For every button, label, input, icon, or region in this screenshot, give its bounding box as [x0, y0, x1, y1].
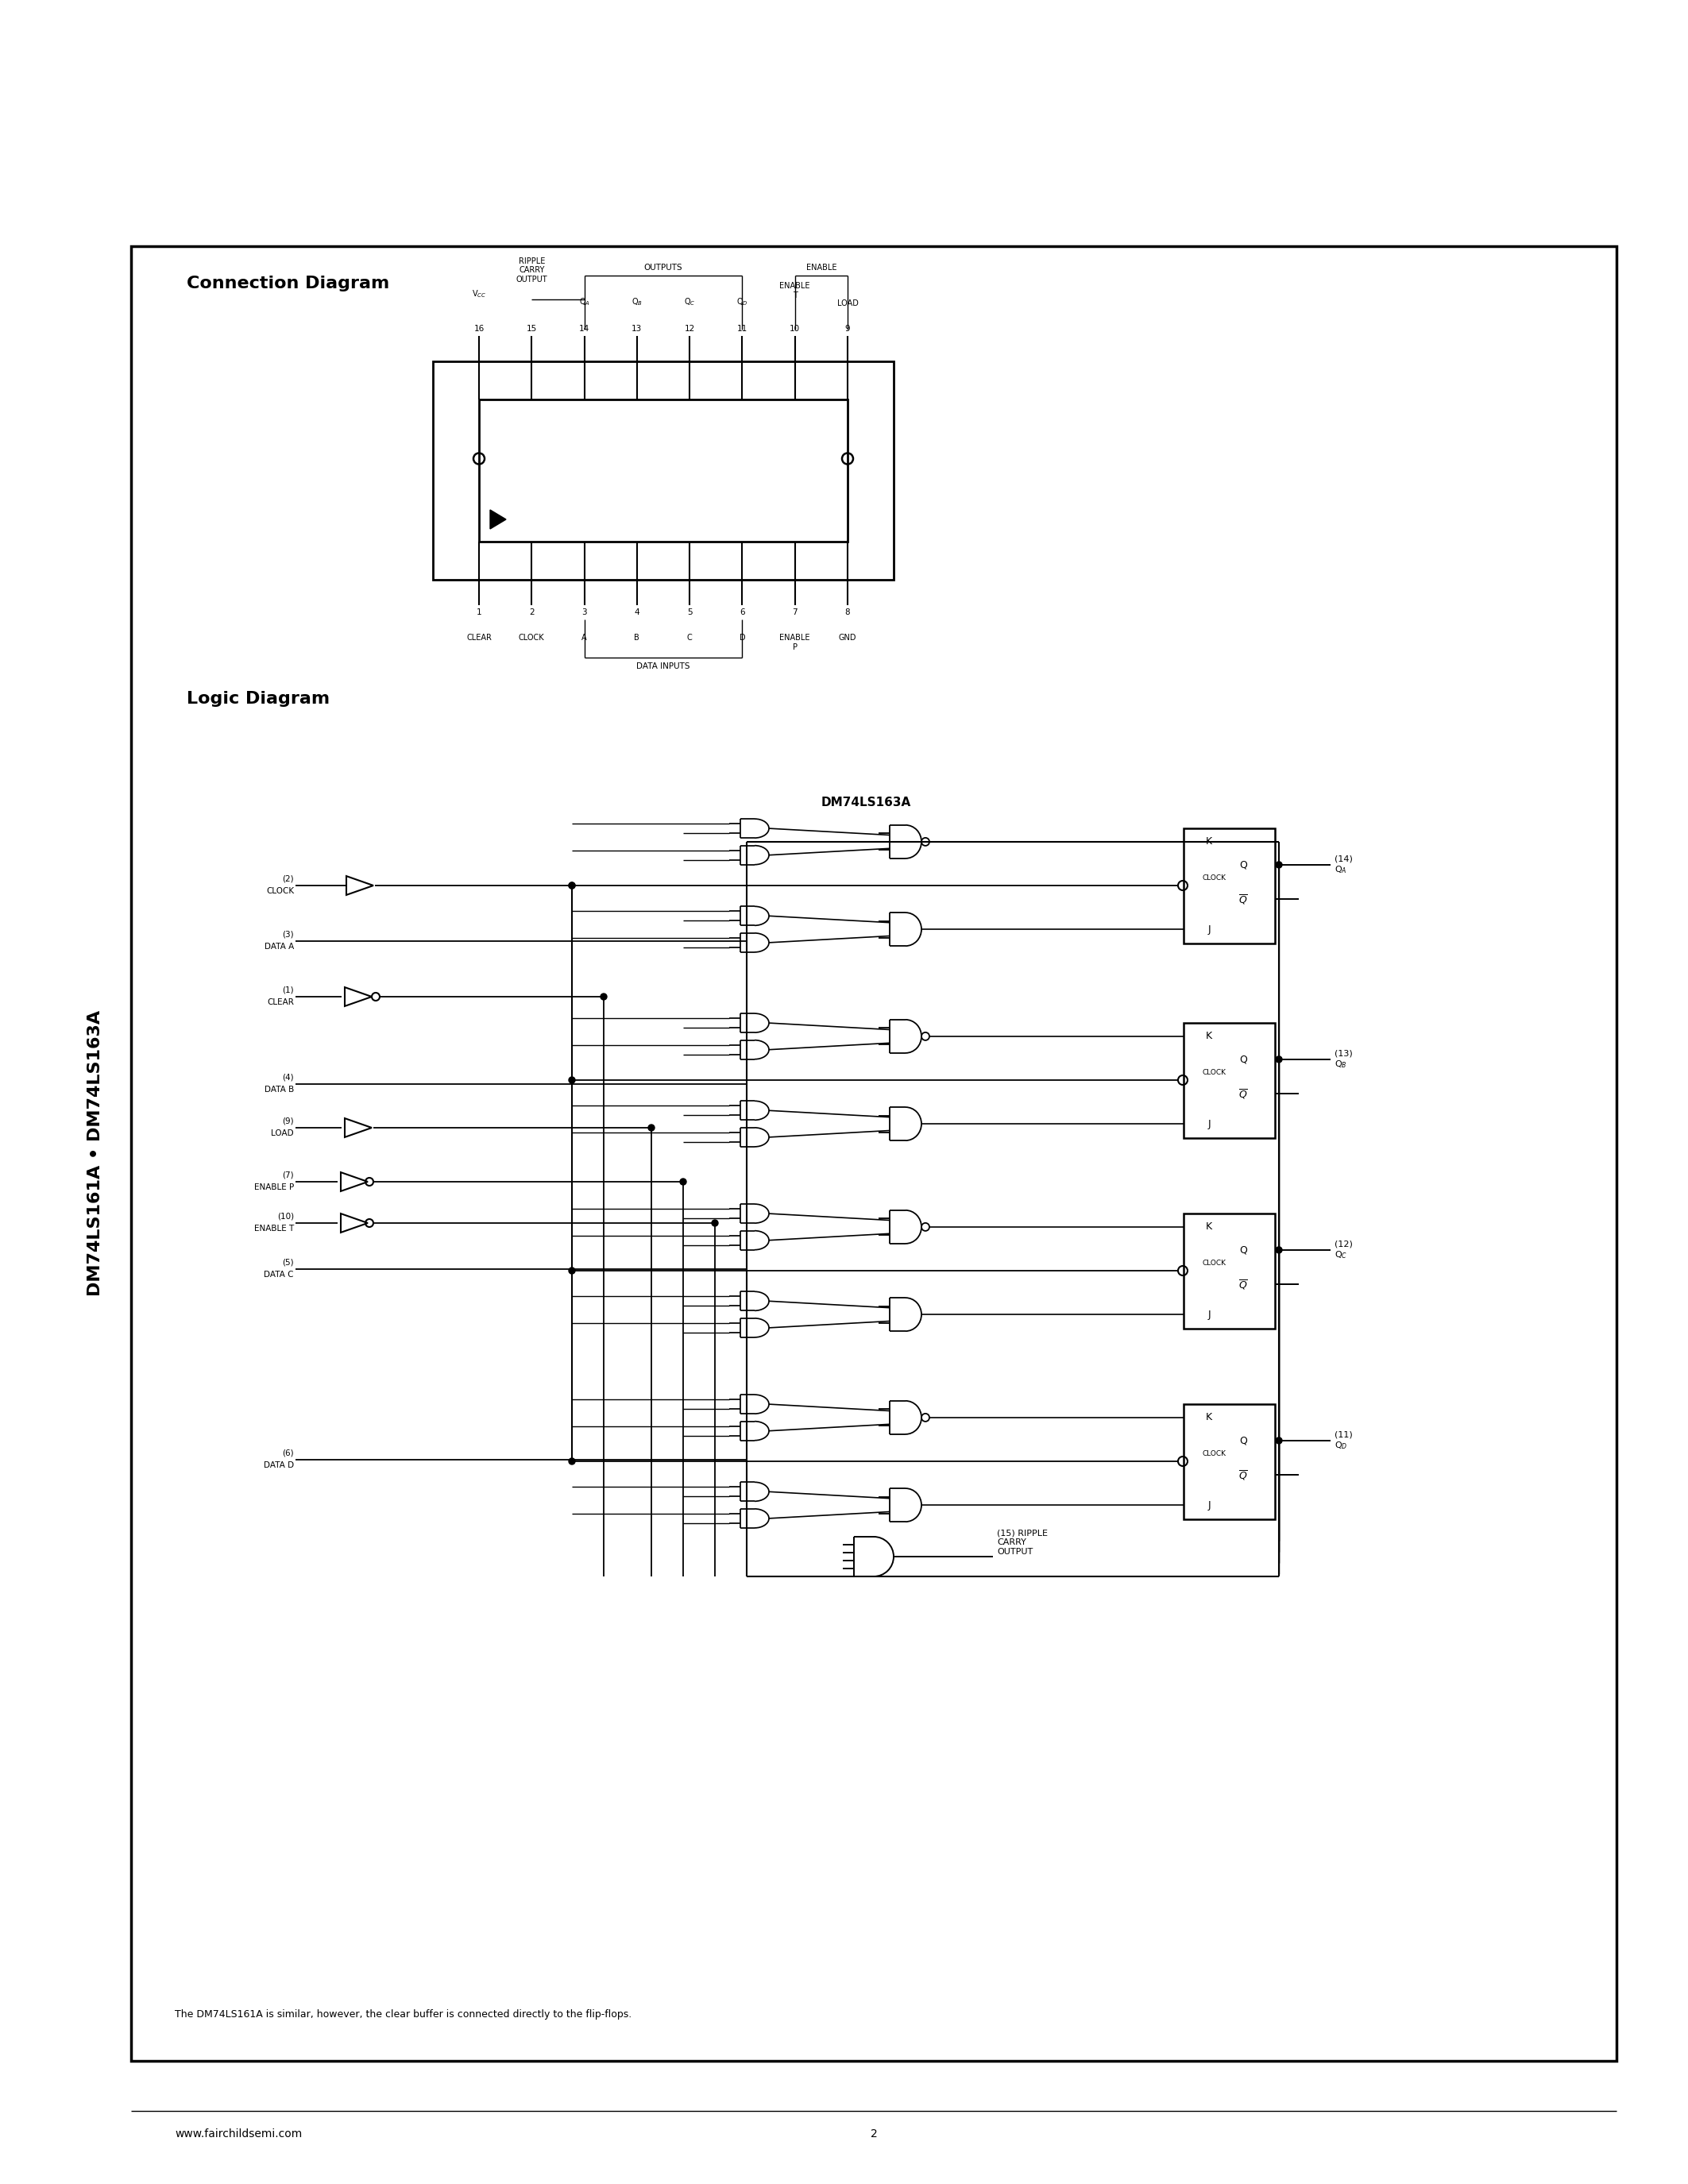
Text: K: K [1205, 1413, 1212, 1422]
Text: J: J [1207, 1500, 1210, 1509]
Circle shape [569, 1077, 576, 1083]
Text: 5: 5 [687, 609, 692, 616]
Bar [1183, 1022, 1274, 1138]
Text: (12)
Q$_C$: (12) Q$_C$ [1335, 1241, 1352, 1260]
Circle shape [569, 1267, 576, 1273]
Circle shape [569, 1459, 576, 1465]
Text: K: K [1205, 1031, 1212, 1042]
Text: Q: Q [1239, 1245, 1247, 1256]
Circle shape [1276, 1057, 1283, 1064]
Text: DATA A: DATA A [265, 943, 294, 950]
Text: CLOCK: CLOCK [518, 633, 545, 642]
Circle shape [712, 1221, 717, 1225]
Text: LOAD: LOAD [272, 1129, 294, 1138]
Text: A: A [582, 633, 587, 642]
Circle shape [680, 1179, 687, 1186]
Text: DATA INPUTS: DATA INPUTS [636, 662, 690, 670]
Bar [479, 400, 847, 542]
Polygon shape [490, 509, 506, 529]
Text: 1: 1 [476, 609, 481, 616]
Text: (3): (3) [282, 930, 294, 937]
Text: CLEAR: CLEAR [466, 633, 491, 642]
Text: DATA C: DATA C [263, 1271, 294, 1278]
Text: (2): (2) [282, 874, 294, 882]
Bar [1183, 1404, 1274, 1518]
Text: B: B [635, 633, 640, 642]
Text: (14)
Q$_A$: (14) Q$_A$ [1335, 854, 1352, 876]
Text: RIPPLE
CARRY
OUTPUT: RIPPLE CARRY OUTPUT [517, 258, 547, 284]
Circle shape [569, 882, 576, 889]
Circle shape [1276, 1247, 1283, 1254]
Circle shape [569, 882, 576, 889]
Text: Q$_C$: Q$_C$ [684, 297, 695, 308]
Text: Q: Q [1239, 1055, 1247, 1064]
Text: $\overline{Q}$: $\overline{Q}$ [1239, 1468, 1247, 1481]
Text: CLEAR: CLEAR [267, 998, 294, 1007]
Text: Q$_B$: Q$_B$ [631, 297, 643, 308]
Text: C: C [687, 633, 692, 642]
Text: V$_{CC}$: V$_{CC}$ [471, 288, 486, 299]
Text: $\overline{Q}$: $\overline{Q}$ [1239, 893, 1247, 906]
Text: CLOCK: CLOCK [267, 887, 294, 895]
Text: The DM74LS161A is similar, however, the clear buffer is connected directly to th: The DM74LS161A is similar, however, the … [176, 2009, 631, 2020]
Text: Q$_A$: Q$_A$ [579, 297, 589, 308]
Text: Logic Diagram: Logic Diagram [187, 690, 329, 708]
Text: 3: 3 [582, 609, 587, 616]
Text: DM74LS163A: DM74LS163A [820, 797, 912, 808]
Text: $\overline{Q}$: $\overline{Q}$ [1239, 1278, 1247, 1291]
Text: 4: 4 [635, 609, 640, 616]
Text: GND: GND [839, 633, 856, 642]
Text: LOAD: LOAD [837, 299, 858, 308]
Text: 11: 11 [738, 325, 748, 332]
Text: ENABLE P: ENABLE P [253, 1184, 294, 1190]
Text: DATA D: DATA D [263, 1461, 294, 1470]
Text: 13: 13 [631, 325, 641, 332]
Text: 9: 9 [846, 325, 851, 332]
Text: OUTPUTS: OUTPUTS [645, 264, 682, 271]
Bar [432, 360, 893, 579]
Text: (11)
Q$_D$: (11) Q$_D$ [1335, 1431, 1352, 1450]
Bar [132, 247, 1617, 2062]
Bar [1183, 1212, 1274, 1328]
Text: K: K [1205, 1221, 1212, 1232]
Text: ENABLE T: ENABLE T [253, 1225, 294, 1232]
Text: $\overline{Q}$: $\overline{Q}$ [1239, 1088, 1247, 1101]
Circle shape [1276, 863, 1283, 867]
Text: 2: 2 [528, 609, 535, 616]
Text: 10: 10 [790, 325, 800, 332]
Text: Q: Q [1239, 1435, 1247, 1446]
Text: www.fairchildsemi.com: www.fairchildsemi.com [176, 2129, 302, 2140]
Text: 6: 6 [739, 609, 744, 616]
Text: 2: 2 [871, 2129, 878, 2140]
Circle shape [648, 1125, 655, 1131]
Text: J: J [1207, 924, 1210, 935]
Text: J: J [1207, 1118, 1210, 1129]
Bar [1183, 828, 1274, 943]
Text: (5): (5) [282, 1258, 294, 1267]
Text: 8: 8 [846, 609, 851, 616]
Circle shape [1276, 1437, 1283, 1444]
Text: (10): (10) [277, 1212, 294, 1221]
Text: ENABLE: ENABLE [805, 264, 837, 271]
Circle shape [601, 994, 608, 1000]
Text: (1): (1) [282, 985, 294, 994]
Text: Q$_D$: Q$_D$ [736, 297, 748, 308]
Text: 15: 15 [527, 325, 537, 332]
Text: J: J [1207, 1308, 1210, 1319]
Text: 16: 16 [474, 325, 484, 332]
Text: (9): (9) [282, 1116, 294, 1125]
Text: 14: 14 [579, 325, 589, 332]
Text: Q: Q [1239, 860, 1247, 869]
Text: (7): (7) [282, 1171, 294, 1179]
Text: (4): (4) [282, 1072, 294, 1081]
Text: ENABLE
P: ENABLE P [780, 633, 810, 651]
Text: 12: 12 [684, 325, 695, 332]
Text: (15) RIPPLE
CARRY
OUTPUT: (15) RIPPLE CARRY OUTPUT [998, 1529, 1048, 1555]
Text: CLOCK: CLOCK [1202, 874, 1225, 880]
Text: DM74LS161A • DM74LS163A: DM74LS161A • DM74LS163A [88, 1011, 103, 1295]
Text: (6): (6) [282, 1448, 294, 1457]
Text: CLOCK: CLOCK [1202, 1068, 1225, 1077]
Text: 7: 7 [792, 609, 797, 616]
Text: CLOCK: CLOCK [1202, 1260, 1225, 1267]
Text: Connection Diagram: Connection Diagram [187, 275, 390, 290]
